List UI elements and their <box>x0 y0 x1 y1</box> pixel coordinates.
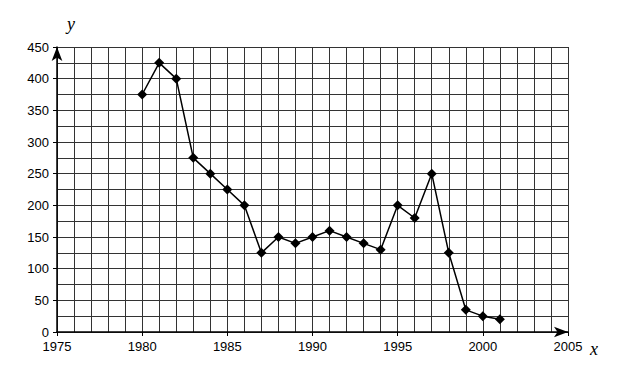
svg-text:300: 300 <box>27 135 49 150</box>
svg-text:50: 50 <box>35 293 49 308</box>
svg-text:y: y <box>65 14 75 34</box>
svg-text:1995: 1995 <box>383 339 412 354</box>
svg-text:100: 100 <box>27 261 49 276</box>
svg-text:1990: 1990 <box>298 339 327 354</box>
svg-text:0: 0 <box>42 325 49 340</box>
svg-text:200: 200 <box>27 198 49 213</box>
svg-text:350: 350 <box>27 103 49 118</box>
svg-text:400: 400 <box>27 71 49 86</box>
svg-text:1985: 1985 <box>213 339 242 354</box>
svg-text:1975: 1975 <box>43 339 72 354</box>
svg-text:150: 150 <box>27 230 49 245</box>
svg-text:x: x <box>589 339 598 359</box>
svg-text:2005: 2005 <box>554 339 583 354</box>
svg-text:1980: 1980 <box>128 339 157 354</box>
svg-text:450: 450 <box>27 40 49 55</box>
svg-text:250: 250 <box>27 166 49 181</box>
svg-text:2000: 2000 <box>468 339 497 354</box>
